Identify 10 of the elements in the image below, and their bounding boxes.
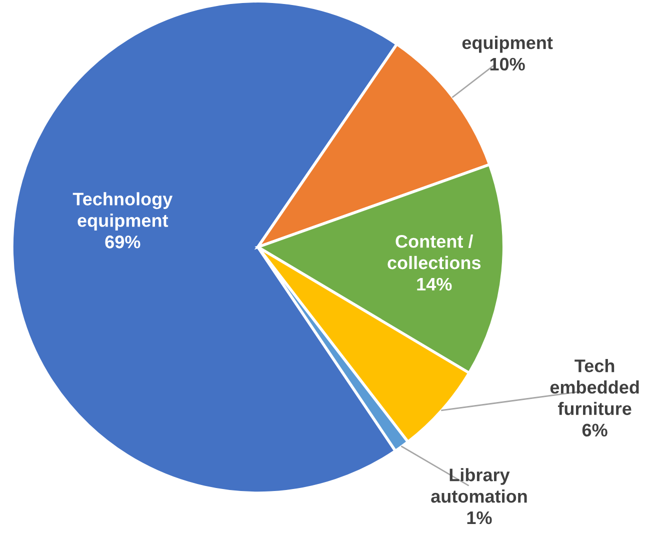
data-label: 14% <box>417 278 452 291</box>
slice-label: Technology equipment <box>72 192 173 230</box>
data-label: 6% <box>582 424 608 436</box>
data-label: 10% <box>490 58 525 71</box>
slice-label: equipment <box>462 36 553 53</box>
slice-label: Library automation <box>431 468 527 503</box>
slice-label: Content / collections <box>388 234 481 270</box>
slice-label: Tech embedded furniture <box>550 359 639 416</box>
data-label: 69% <box>105 236 140 248</box>
data-label: 1% <box>467 511 492 524</box>
